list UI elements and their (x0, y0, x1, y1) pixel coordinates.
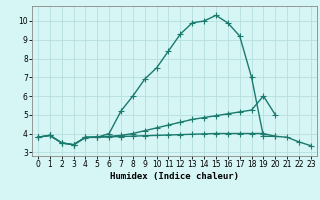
X-axis label: Humidex (Indice chaleur): Humidex (Indice chaleur) (110, 172, 239, 181)
